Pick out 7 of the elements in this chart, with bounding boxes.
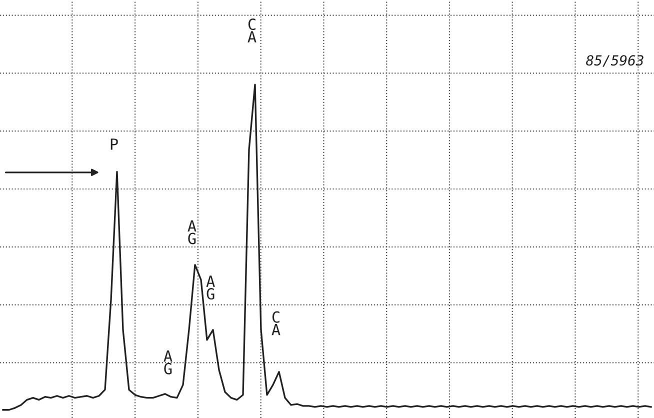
annotation: P (110, 138, 118, 150)
text: 85/5963 (586, 55, 644, 67)
annotation: C A (272, 311, 280, 336)
annotation: A G (164, 350, 172, 374)
text: C A (248, 18, 256, 42)
annotation: A G (188, 220, 196, 244)
annotation: A G (206, 276, 215, 300)
